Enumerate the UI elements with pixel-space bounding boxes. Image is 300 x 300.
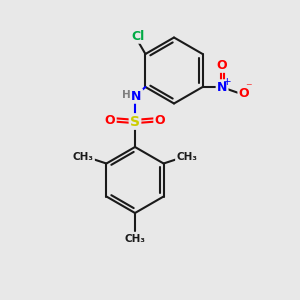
Text: H: H (122, 89, 131, 100)
Text: O: O (154, 113, 165, 127)
Text: +: + (223, 76, 232, 87)
Text: CH₃: CH₃ (176, 152, 197, 162)
Text: O: O (239, 86, 249, 100)
Text: O: O (105, 113, 116, 127)
Text: N: N (131, 89, 142, 103)
Text: ⁻: ⁻ (245, 81, 251, 94)
Text: O: O (217, 58, 227, 72)
Text: CH₃: CH₃ (73, 152, 94, 162)
Text: Cl: Cl (131, 29, 145, 43)
Text: CH₃: CH₃ (124, 233, 146, 244)
Text: S: S (130, 115, 140, 128)
Text: N: N (217, 80, 227, 94)
